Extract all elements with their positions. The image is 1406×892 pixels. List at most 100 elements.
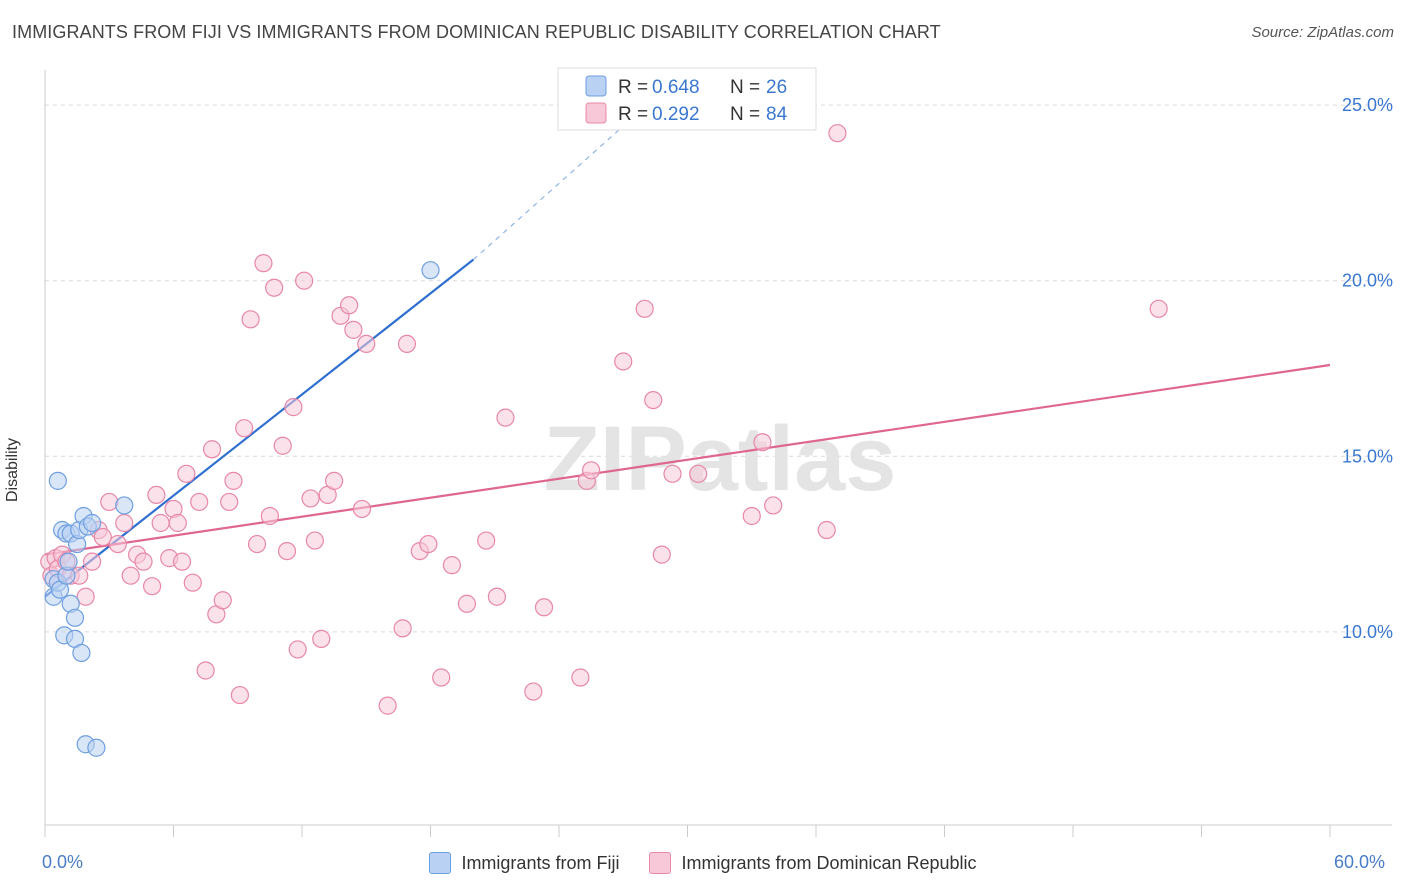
legend-r-value: 0.648 <box>652 77 700 98</box>
dom-point <box>247 534 267 554</box>
fiji-point <box>48 471 67 490</box>
dom-point <box>534 598 554 617</box>
dom-point <box>1149 299 1168 318</box>
legend-label-fiji: Immigrants from Fiji <box>461 852 620 873</box>
legend-n-label: N = <box>730 104 760 125</box>
legend-r-label: R = <box>618 104 648 125</box>
chart-title: IMMIGRANTS FROM FIJI VS IMMIGRANTS FROM … <box>12 22 941 42</box>
dom-point <box>344 320 363 339</box>
dom-point <box>325 471 344 490</box>
dom-point <box>213 591 232 610</box>
dom-trend-line <box>44 363 1331 556</box>
dom-point <box>121 566 140 585</box>
dom-point <box>442 556 462 575</box>
dom-point <box>340 296 359 315</box>
trend-lines <box>44 125 1331 598</box>
dom-point <box>378 696 397 715</box>
dom-point <box>419 534 438 554</box>
dom-point <box>172 552 192 571</box>
fiji-point <box>87 738 106 757</box>
dom-point <box>273 436 292 455</box>
y-tick-label: 15.0% <box>1342 446 1393 466</box>
dom-point <box>220 492 239 512</box>
dom-point <box>352 499 372 519</box>
dom-point <box>260 506 279 526</box>
legend-label-dominican: Immigrants from Dominican Republic <box>681 852 977 873</box>
legend-item-fiji[interactable]: Immigrants from Fiji <box>429 852 619 874</box>
dom-point <box>93 527 112 547</box>
dom-point <box>76 587 95 606</box>
dom-point <box>254 254 273 273</box>
fiji-point <box>421 261 440 280</box>
dom-point <box>241 310 260 329</box>
dom-point <box>432 668 451 687</box>
dom-point <box>134 552 153 571</box>
source-label: Source: ZipAtlas.com <box>1251 24 1394 41</box>
legend-bottom: Immigrants from Fiji Immigrants from Dom… <box>0 852 1406 874</box>
dom-point <box>230 685 249 705</box>
dom-point <box>301 489 320 508</box>
dom-point <box>277 541 297 561</box>
dom-point <box>284 398 303 417</box>
dom-point <box>524 682 543 701</box>
dom-point <box>742 506 761 526</box>
x-tick-label-max: 60.0% <box>1334 852 1386 872</box>
legend-r-label: R = <box>618 77 648 98</box>
y-tick-label: 10.0% <box>1342 622 1393 642</box>
legend-n-value: 84 <box>766 104 788 125</box>
dom-point <box>635 299 654 318</box>
legend-n-label: N = <box>730 77 760 98</box>
dom-point <box>652 545 671 564</box>
dom-point <box>235 419 254 438</box>
data-points <box>40 124 1168 757</box>
dom-point <box>614 352 633 371</box>
dom-point <box>168 513 187 533</box>
legend-item-dominican[interactable]: Immigrants from Dominican Republic <box>649 852 977 874</box>
dom-point <box>393 619 412 638</box>
dom-point <box>115 513 134 533</box>
dom-point <box>202 440 222 459</box>
dom-point <box>644 390 663 410</box>
y-axis-label: Disability <box>4 437 21 503</box>
dom-legend-swatch-icon <box>585 102 607 124</box>
dom-point <box>147 485 166 505</box>
watermark: ZIPatlas <box>544 408 897 510</box>
dom-point <box>571 668 590 687</box>
dom-point <box>477 531 496 550</box>
y-tick-label: 25.0% <box>1342 95 1393 115</box>
dom-point <box>288 640 307 659</box>
dom-point <box>196 661 215 680</box>
y-tick-label: 20.0% <box>1342 271 1393 291</box>
axes <box>44 70 1392 837</box>
dominican-swatch-icon <box>649 852 672 874</box>
y-tick-labels: 10.0% 15.0% 20.0% 25.0% <box>1342 95 1393 642</box>
dom-point <box>753 433 772 452</box>
dom-point <box>357 334 376 354</box>
fiji-point <box>59 552 78 571</box>
fiji-point <box>83 513 102 533</box>
grid-lines <box>45 104 1392 633</box>
dom-point <box>487 587 506 606</box>
dom-point <box>183 573 202 592</box>
fiji-point <box>65 608 85 627</box>
dom-point <box>689 464 708 483</box>
dom-point <box>397 334 417 354</box>
dom-point <box>496 408 515 427</box>
dom-point <box>177 464 196 483</box>
fiji-point <box>115 496 134 515</box>
fiji-trend-extension <box>472 125 624 261</box>
dom-point <box>582 461 601 480</box>
fiji-legend-swatch-icon <box>585 75 607 97</box>
dom-point <box>305 531 324 550</box>
dom-point <box>83 552 102 571</box>
dom-point <box>828 124 847 143</box>
dom-point <box>817 520 836 540</box>
legend-top: R = 0.648 N = 26 R = 0.292 N = 84 <box>557 67 817 131</box>
dom-point <box>142 577 162 596</box>
dom-point <box>224 471 243 490</box>
dom-point <box>457 594 477 613</box>
legend-n-value: 26 <box>766 77 787 98</box>
x-tick-label-min: 0.0% <box>42 852 84 872</box>
dom-point <box>151 513 170 533</box>
dom-point <box>190 492 209 512</box>
